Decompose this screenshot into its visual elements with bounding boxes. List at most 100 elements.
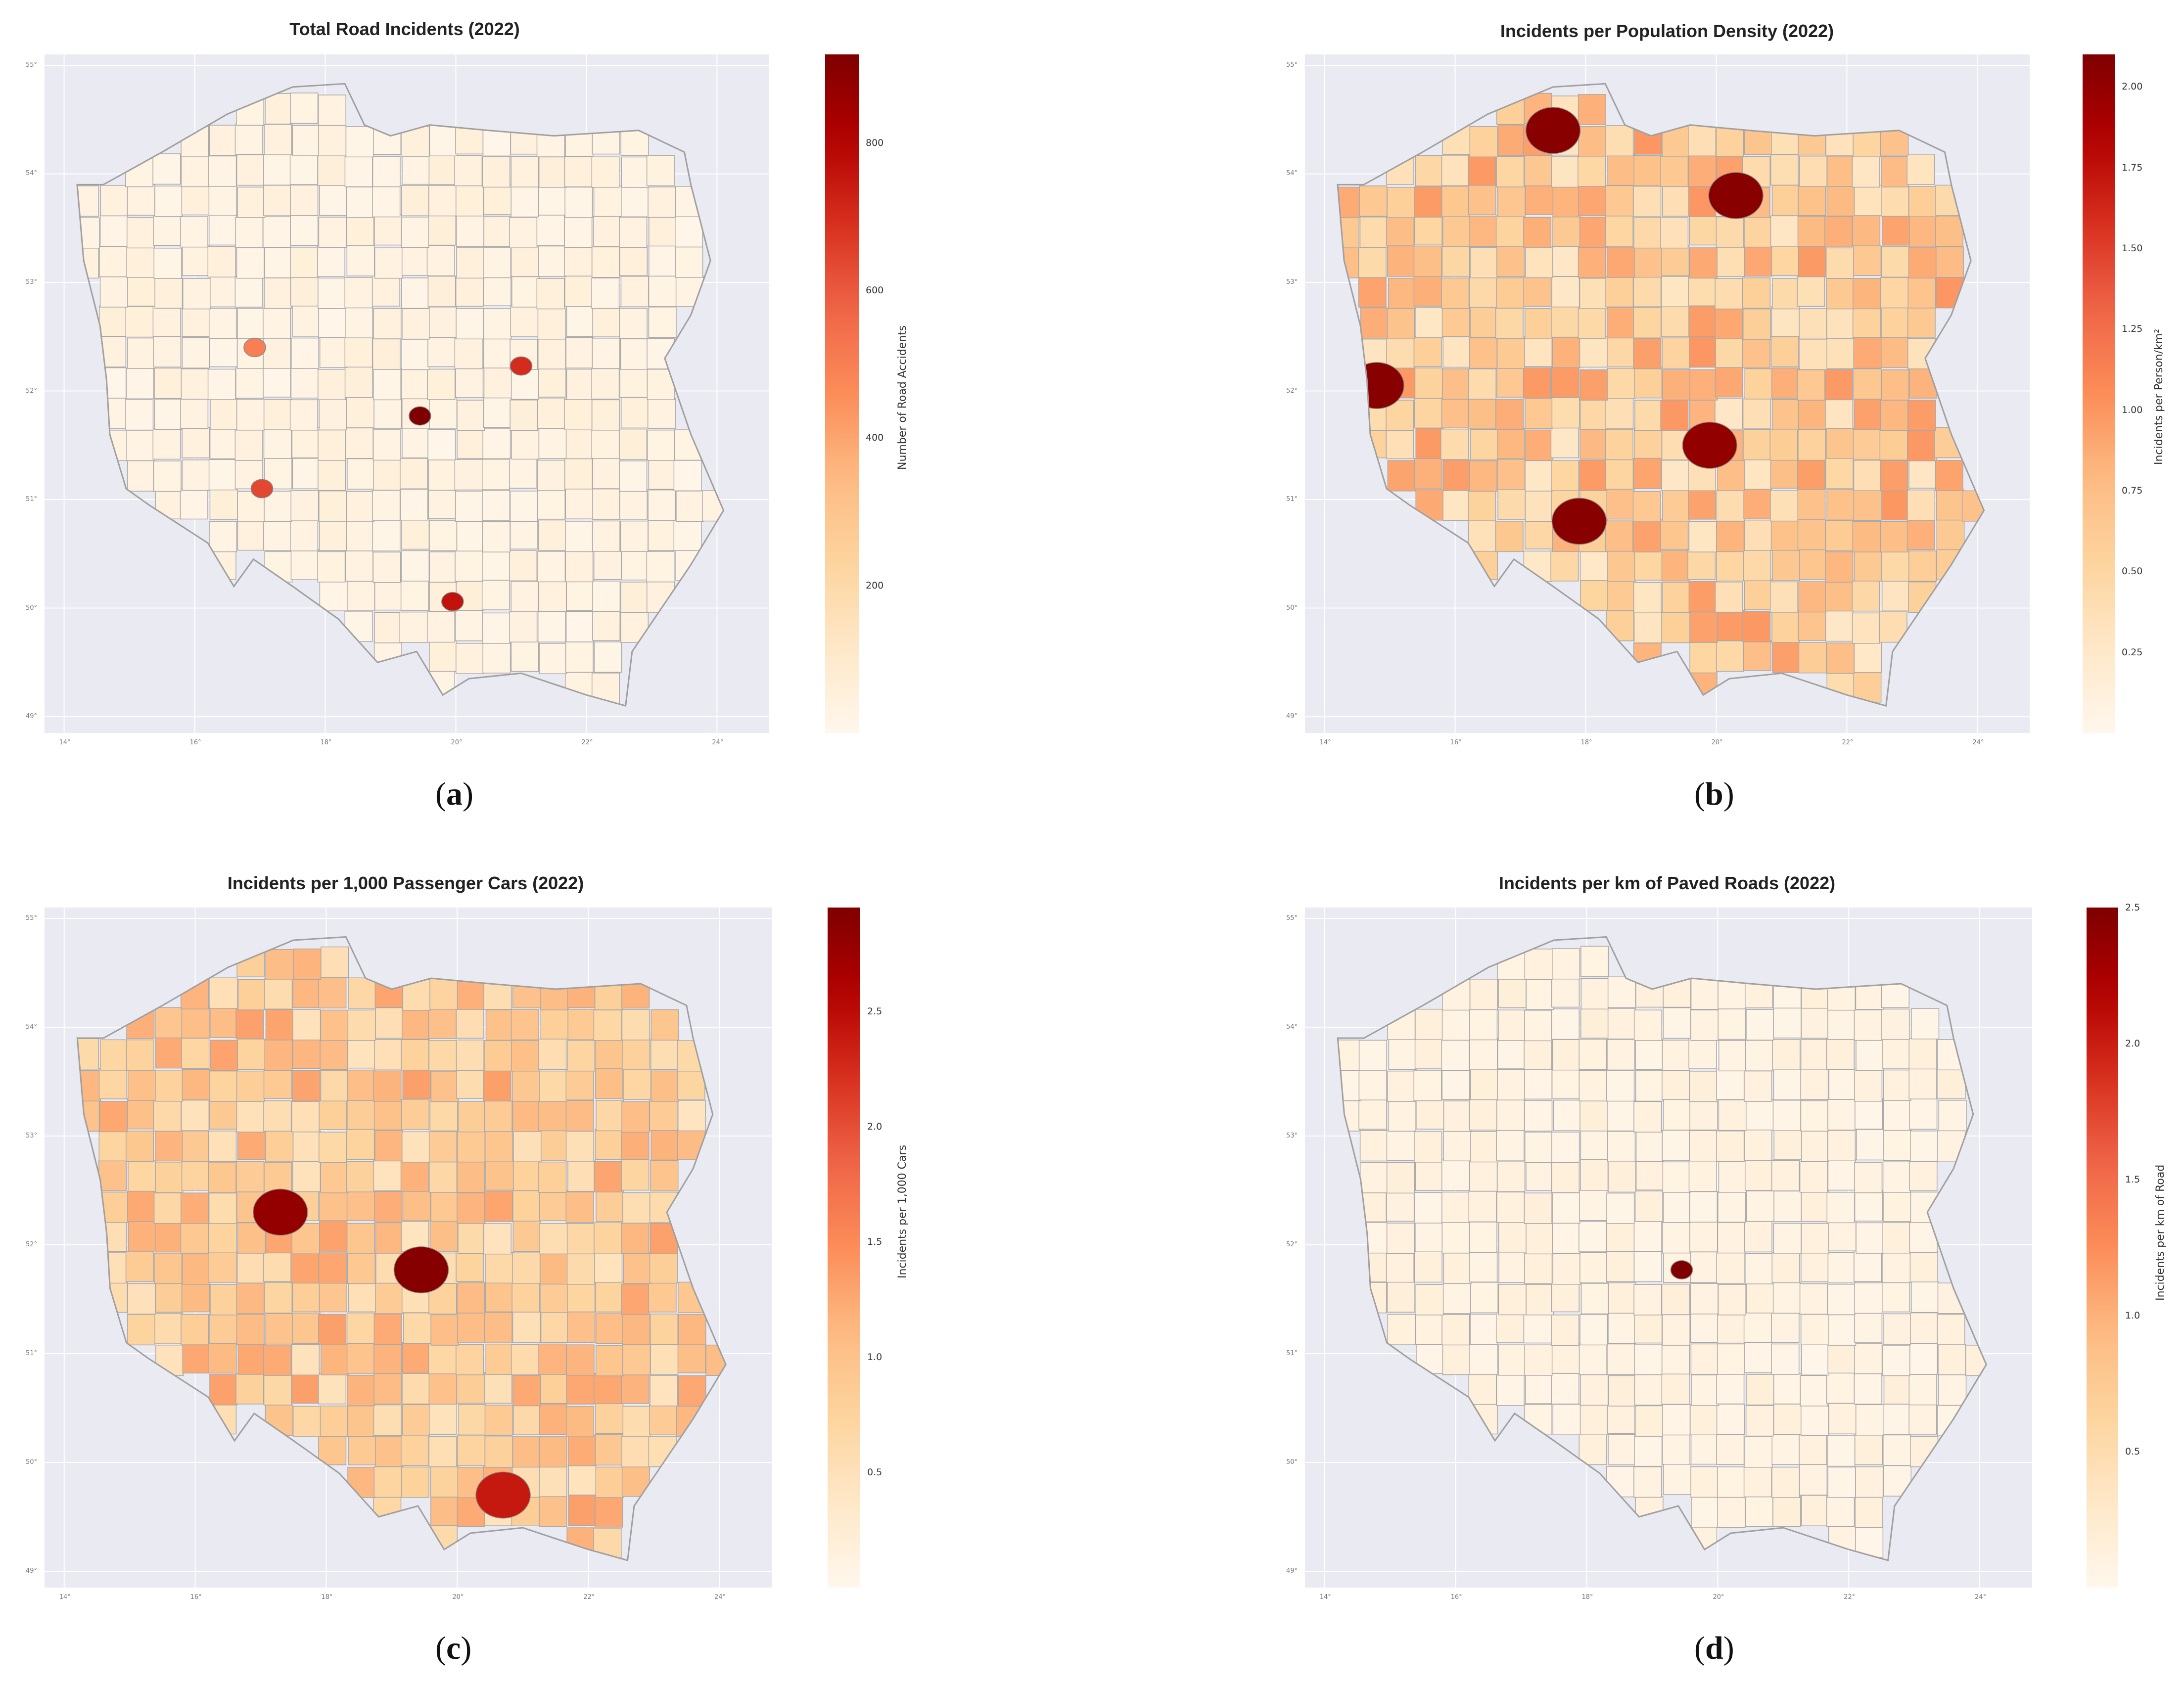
lat-tick-label: 50°: [26, 1458, 38, 1466]
county-region: [374, 1191, 403, 1223]
county-regions: [1337, 92, 1984, 703]
county-region: [155, 1281, 184, 1313]
county-region: [1523, 1312, 1552, 1344]
county-region: [1608, 1375, 1637, 1407]
county-region: [620, 125, 649, 156]
county-region: [375, 1222, 404, 1254]
county-region: [1578, 155, 1606, 187]
county-region: [1798, 581, 1827, 613]
county-region: [1715, 278, 1743, 310]
county-region: [209, 1374, 238, 1406]
county-region: [510, 123, 539, 155]
map-plot: [45, 908, 772, 1588]
county-region: [511, 1344, 539, 1375]
county-region: [1937, 1314, 1965, 1345]
county-region: [1358, 1040, 1387, 1071]
county-region: [401, 1466, 429, 1498]
county-region: [346, 245, 375, 276]
county-region: [155, 1345, 184, 1376]
lon-tick-label: 18°: [1581, 1593, 1593, 1601]
colorbar-label: Number of Road Accidents: [896, 325, 909, 470]
county-region: [1770, 490, 1799, 522]
county-region: [1551, 366, 1580, 398]
county-region: [236, 1252, 265, 1283]
county-region: [1524, 1100, 1553, 1132]
colorbar-tick-label: 1.25: [2122, 323, 2143, 335]
county-region: [1881, 214, 1910, 246]
county-region: [1936, 489, 1964, 521]
county-region: [290, 520, 319, 551]
county-region: [512, 1436, 541, 1468]
county-region: [1881, 307, 1909, 338]
county-region: [346, 1312, 375, 1344]
county-region: [1907, 277, 1936, 309]
county-region: [127, 1190, 156, 1222]
county-region: [429, 640, 458, 672]
county-region: [1688, 275, 1717, 307]
county-region: [1853, 429, 1881, 460]
county-region: [1883, 1069, 1911, 1101]
county-region: [236, 247, 265, 279]
county-region: [77, 1070, 101, 1102]
county-region: [622, 1406, 651, 1437]
county-region: [1855, 978, 1884, 1010]
colorbar: [828, 908, 860, 1588]
county-region: [1607, 976, 1636, 1008]
county-region: [484, 1312, 512, 1343]
lat-tick-label: 51°: [1286, 496, 1298, 503]
county-region: [1497, 458, 1526, 490]
county-region: [455, 610, 483, 641]
county-region: [1441, 397, 1470, 428]
county-region: [1911, 1008, 1940, 1040]
county-region: [1662, 1130, 1690, 1161]
hotspot-region: [1525, 107, 1581, 154]
county-region: [483, 1223, 512, 1255]
county-region: [592, 488, 621, 520]
county-region: [678, 1314, 706, 1345]
county-region: [346, 1129, 375, 1160]
county-region: [651, 1129, 679, 1161]
county-region: [1883, 1313, 1911, 1345]
county-region: [1498, 1284, 1527, 1316]
county-region: [1579, 1189, 1608, 1221]
county-region: [1496, 156, 1525, 187]
county-region: [566, 1253, 595, 1285]
county-region: [1825, 520, 1854, 551]
county-region: [1552, 948, 1580, 980]
county-region: [564, 156, 593, 187]
county-region: [1744, 1159, 1773, 1191]
county-region: [1663, 976, 1691, 1008]
county-region: [1770, 457, 1799, 489]
county-region: [1800, 1039, 1829, 1070]
county-region: [180, 216, 208, 248]
county-region: [1523, 367, 1551, 399]
county-region: [1441, 1314, 1470, 1346]
colorbar-tick-label: 200: [866, 580, 884, 591]
county-region: [127, 217, 155, 249]
county-region: [565, 488, 594, 519]
county-region: [1854, 1282, 1883, 1314]
county-region: [1634, 427, 1662, 459]
county-region: [403, 1312, 432, 1344]
county-region: [1854, 1190, 1883, 1222]
county-region: [1908, 186, 1937, 217]
county-region: [1773, 1404, 1802, 1435]
county-region: [126, 246, 155, 278]
county-region: [1415, 489, 1444, 521]
county-region: [1551, 1315, 1580, 1346]
county-region: [621, 156, 650, 188]
county-region: [482, 156, 511, 188]
county-region: [1743, 308, 1771, 340]
county-region: [400, 1160, 429, 1192]
county-region: [1605, 520, 1633, 552]
lon-tick-label: 16°: [190, 1593, 202, 1601]
county-region: [620, 611, 649, 643]
county-region: [1524, 1132, 1553, 1163]
county-region: [1469, 1344, 1498, 1375]
county-region: [648, 520, 676, 551]
county-region: [621, 1223, 650, 1254]
county-region: [430, 1466, 459, 1498]
county-region: [401, 1435, 429, 1466]
county-region: [622, 1038, 651, 1070]
county-region: [647, 397, 676, 429]
